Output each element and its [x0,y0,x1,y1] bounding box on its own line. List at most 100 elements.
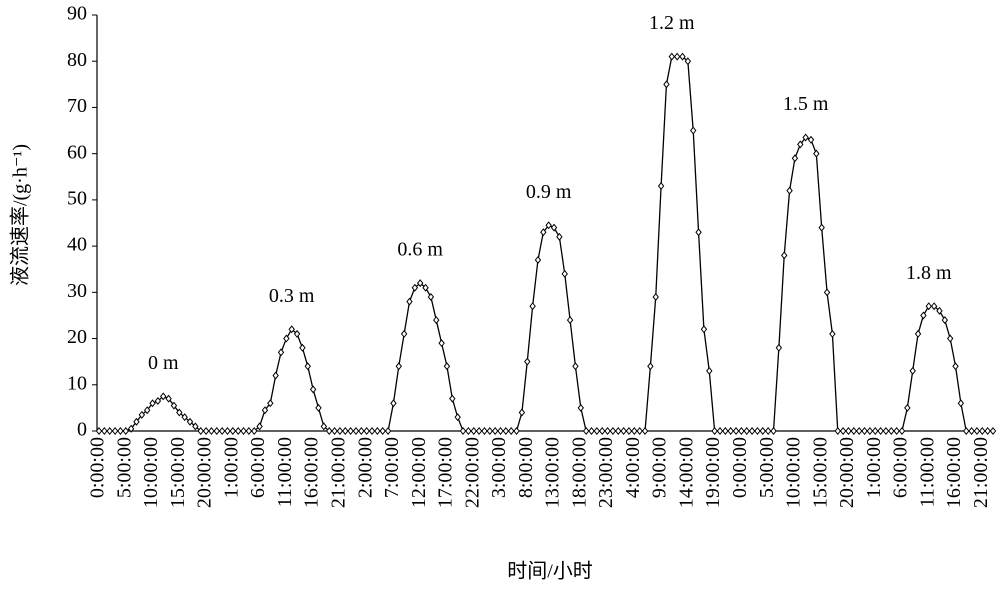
y-tick-label: 30 [67,280,87,302]
x-tick-label: 10:00:00 [140,437,162,508]
data-point [550,223,558,232]
data-point [379,426,386,436]
data-point [486,426,493,436]
data-point [764,426,772,436]
data-point [427,292,435,301]
y-tick-label: 0 [77,419,87,441]
data-point [855,426,863,436]
data-point [786,186,793,195]
data-point [989,426,997,436]
y-tick-label: 90 [67,3,87,25]
data-point [438,339,445,348]
x-tick-label: 23:00:00 [595,437,617,508]
data-point [358,426,365,436]
data-point [657,182,665,191]
x-tick-label: 13:00:00 [542,437,564,508]
data-point [304,362,311,371]
data-point [465,426,472,436]
data-point [433,316,440,325]
data-point [716,426,724,436]
data-point [759,426,767,436]
y-tick-label: 10 [67,372,87,394]
data-point [556,232,563,241]
data-point [325,426,333,436]
data-point [732,426,740,436]
data-point [599,426,606,436]
data-point [604,426,611,436]
data-point [957,399,965,408]
x-tick-label: 1:00:00 [863,437,885,498]
data-point [502,426,510,436]
data-point [165,394,172,403]
annotation: 0.6 m [397,239,443,261]
x-tick-label: 2:00:00 [354,437,376,498]
data-point [636,426,643,436]
x-tick-label: 17:00:00 [435,437,457,508]
data-point [668,52,676,61]
data-point [588,426,595,436]
data-point [320,422,328,431]
data-point [802,133,809,142]
data-point [936,306,943,315]
data-point [984,426,991,436]
x-tick-label: 7:00:00 [381,437,403,498]
data-point [390,399,397,408]
data-point [138,410,146,419]
data-point [839,426,847,436]
data-point [181,413,188,422]
data-point [813,149,820,158]
data-point [866,426,874,436]
data-point [909,366,916,375]
y-tick-label: 80 [67,49,87,71]
data-point [925,302,932,311]
x-tick-label: 9:00:00 [649,437,671,498]
data-point [941,316,949,325]
data-point [192,422,199,431]
data-point [267,399,274,408]
x-tick-label: 19:00:00 [702,437,724,508]
data-point [454,413,461,422]
data-point [283,334,290,343]
data-point [620,426,627,436]
x-tick-label: 10:00:00 [783,437,805,508]
data-point [722,426,729,436]
data-point [331,426,338,436]
x-tick-label: 11:00:00 [274,437,296,507]
data-point [561,269,568,278]
data-point [700,325,708,334]
x-tick-label: 1:00:00 [220,437,242,498]
x-tick-label: 21:00:00 [970,437,992,508]
data-point [299,343,306,352]
data-point [572,362,579,371]
x-tick-label: 16:00:00 [301,437,323,508]
data-point [647,362,654,371]
data-point [914,329,922,338]
data-point [609,426,617,436]
data-point [256,422,263,431]
data-point [807,135,815,144]
data-point [754,426,761,436]
data-point [566,316,574,325]
data-point [540,228,547,237]
data-point [952,362,959,371]
x-tick-label: 16:00:00 [943,437,965,508]
data-point [491,426,499,436]
data-point [904,403,911,412]
data-point [930,302,938,311]
data-point [641,426,649,436]
x-tick-label: 5:00:00 [113,437,135,498]
data-point [374,426,381,436]
data-point [245,426,253,436]
x-tick-label: 6:00:00 [890,437,912,498]
data-point [946,334,954,343]
data-point [625,426,633,436]
data-point [877,426,884,436]
data-point [882,426,890,436]
data-point [117,426,124,436]
y-tick-label: 70 [67,95,87,117]
data-point [615,426,622,436]
annotation: 1.5 m [783,93,829,115]
data-point [368,426,376,436]
x-tick-label: 15:00:00 [167,437,189,508]
x-tick-label: 20:00:00 [194,437,216,508]
